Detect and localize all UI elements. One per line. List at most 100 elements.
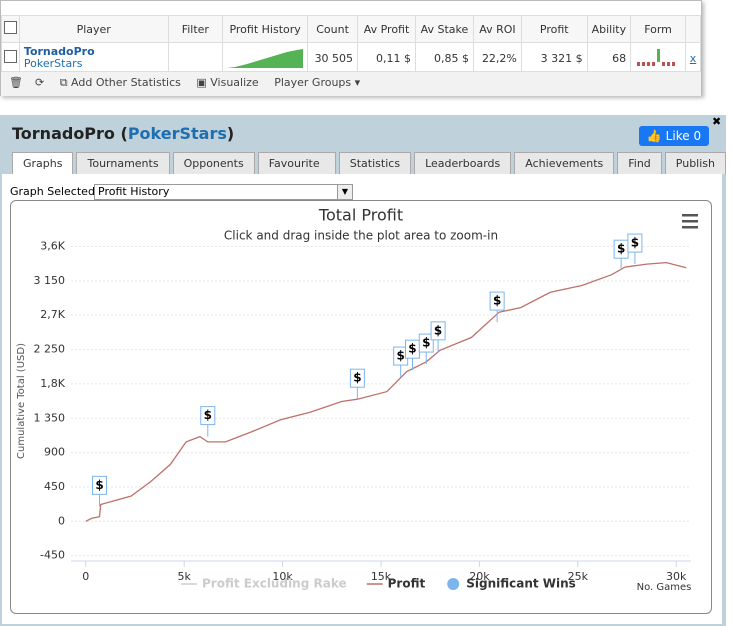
flag-text: $ [422, 336, 430, 350]
flag-text: $ [493, 294, 501, 308]
chart: Total Profit Click and drag inside the p… [16, 206, 698, 593]
player-link[interactable]: TornadoPro [23, 45, 95, 58]
flag-box [92, 475, 108, 495]
win-flag: $ [92, 475, 108, 507]
col-header[interactable]: Profit History [222, 15, 309, 43]
col-header[interactable]: Av ROI [472, 15, 522, 43]
title-site[interactable]: PokerStars [127, 124, 227, 143]
col-header[interactable]: Player [18, 15, 169, 43]
col-header[interactable]: Ability [586, 15, 632, 43]
site-link[interactable]: PokerStars [23, 57, 83, 70]
win-flag: $ [430, 321, 446, 352]
tab[interactable]: Achievements [514, 152, 615, 174]
graph-label: Graph Selected: [10, 185, 99, 198]
y-tick-label: 2,7K [40, 308, 65, 321]
tab[interactable]: Opponents [172, 152, 255, 174]
profit-line [85, 261, 687, 522]
player-row: TornadoPro PokerStars 30 505 0,11 $ 0,85 … [1, 42, 701, 74]
x-tick-label: 0 [82, 570, 89, 583]
flag-text: $ [204, 408, 212, 422]
tab[interactable]: Favourite Games [257, 152, 336, 191]
col-header[interactable]: Form [630, 15, 687, 43]
flag-text: $ [408, 342, 416, 356]
x-tick-label: 25k [568, 570, 589, 583]
win-flag: $ [200, 406, 216, 437]
y-tick-label: 2 250 [34, 343, 66, 356]
title-player: TornadoPro [12, 124, 115, 143]
av-profit: 0,11 $ [357, 42, 416, 74]
tab[interactable]: Statistics [338, 152, 412, 174]
legend-label: Profit Excluding Rake [202, 577, 347, 591]
toolbar-text: Visualize [210, 76, 259, 89]
remove-link[interactable]: x [685, 42, 701, 74]
y-tick-label: 3,6K [40, 240, 65, 253]
col-header[interactable]: Count [307, 15, 359, 43]
legend-item[interactable]: Profit Excluding Rake [181, 577, 347, 591]
y-tick-label: 0 [58, 514, 65, 527]
win-flag: $ [418, 333, 434, 365]
legend-item[interactable]: Profit [366, 577, 426, 591]
stats-table: Player Filter Profit History Count Av Pr… [1, 15, 701, 74]
add-stats[interactable]: ⧉ Add Other Statistics [59, 76, 181, 89]
win-flag: $ [349, 368, 365, 400]
col-header[interactable]: Av Stake [414, 15, 474, 43]
chart-subtitle: Click and drag inside the plot area to z… [224, 229, 498, 243]
close-button[interactable]: ✖ [712, 115, 722, 128]
tab[interactable]: Find [617, 152, 662, 174]
like-text: Like [665, 129, 690, 143]
form-bars [637, 48, 676, 66]
toolbar-text: Add Other Statistics [71, 76, 181, 89]
like-count: 0 [693, 129, 702, 143]
x-tick-label: 10k [272, 570, 293, 583]
y-tick-label: 450 [44, 480, 65, 493]
legend-label: Profit [388, 577, 426, 591]
flag-text: $ [353, 371, 361, 385]
col-header[interactable]: Profit [520, 15, 588, 43]
av-stake: 0,85 $ [414, 42, 474, 74]
flag-box [430, 321, 446, 341]
tab[interactable]: Publish [664, 152, 726, 174]
win-flag: $ [613, 239, 629, 271]
title-paren: ( [120, 124, 128, 143]
legend-item[interactable]: Significant Wins [447, 577, 576, 591]
flag-box [627, 233, 643, 253]
flag-box [200, 406, 216, 426]
x-tick-label: 20k [469, 570, 490, 583]
col-header[interactable]: Filter [167, 15, 224, 43]
y-tick-label: 1 350 [34, 411, 66, 424]
menu-button[interactable] [682, 214, 698, 229]
x-axis-label: No. Games [637, 582, 692, 593]
tab[interactable]: Leaderboards [414, 152, 512, 174]
graph-select-value: Profit History [98, 185, 170, 198]
y-tick-label: 900 [44, 446, 65, 459]
stats-box: Player Filter Profit History Count Av Pr… [0, 0, 702, 96]
profit: 3 321 $ [520, 42, 588, 74]
flag-box [489, 291, 505, 311]
x-tick-label: 5k [177, 570, 191, 583]
y-tick-label: 3 150 [34, 274, 66, 287]
x-tick-label: 30k [666, 570, 687, 583]
header-row: Player Filter Profit History Count Av Pr… [1, 15, 701, 43]
win-flag: $ [627, 233, 643, 265]
panel-title: TornadoPro (PokerStars) [12, 124, 234, 143]
like-button[interactable]: 👍 Like 0 [639, 126, 709, 146]
count: 30 505 [307, 42, 359, 74]
graph-select[interactable]: Profit History ▼ [94, 184, 353, 200]
chart-title: Total Profit [318, 206, 403, 225]
player-groups[interactable]: Player Groups ▾ [274, 76, 361, 89]
chart-box: Total Profit Click and drag inside the p… [10, 200, 712, 614]
row-checkbox[interactable] [3, 50, 17, 63]
visualize[interactable]: ▣ Visualize [196, 76, 259, 89]
tab[interactable]: Tournaments [76, 152, 170, 174]
col-header[interactable]: Av Profit [357, 15, 416, 43]
flag-text: $ [434, 323, 442, 337]
toolbar: 🗑 ⟳ ⧉ Add Other Statistics ▣ Visualize Pl… [1, 71, 701, 96]
flag-text: $ [95, 478, 103, 492]
legend-label: Significant Wins [466, 577, 576, 591]
tab[interactable]: Graphs [12, 152, 74, 176]
legend-symbol [447, 578, 460, 590]
select-all[interactable] [3, 21, 17, 34]
y-axis-label: Cumulative Total (USD) [16, 343, 27, 459]
y-tick-label: 1,8K [40, 377, 65, 390]
